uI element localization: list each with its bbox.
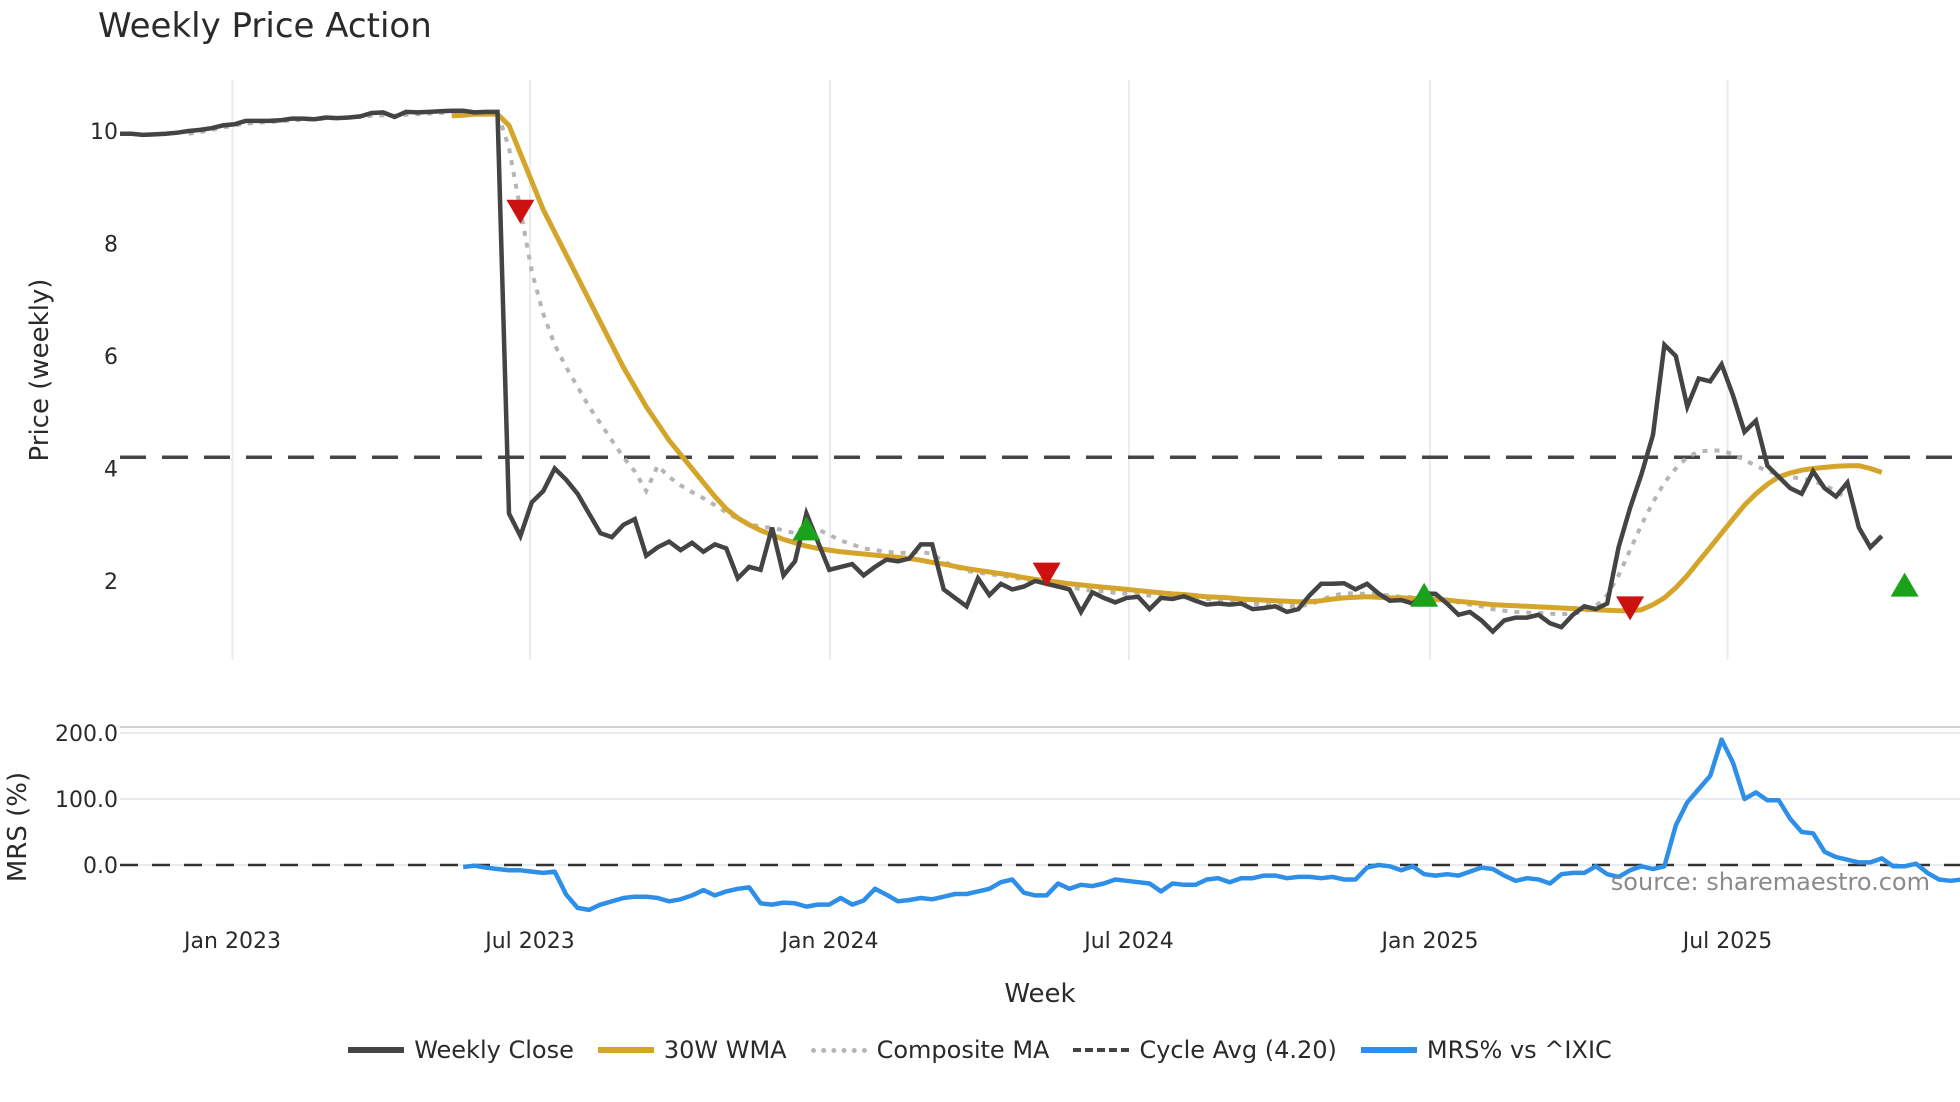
sell-signal-icon [1032,562,1061,587]
x-tick-label: Jul 2024 [1082,929,1174,954]
price-series [120,108,1960,635]
mrs-tick-label: 100.0 [55,788,118,813]
price-tick-label: 4 [104,458,118,483]
legend-item[interactable]: Composite MA [810,1036,1050,1064]
legend-swatch-icon [1360,1047,1417,1053]
mrs-tick-label: 200.0 [55,722,118,747]
composite-ma-line [188,110,1849,617]
sell-signal-icon [506,199,535,224]
price-tick-label: 10 [90,120,118,145]
x-tick-label: Jan 2025 [1380,929,1479,954]
price-tick-label: 2 [104,570,118,595]
legend-label: MRS% vs ^IXIC [1426,1036,1612,1064]
mrs-series [462,737,1960,913]
price-y-axis-label: Price (weekly) [25,279,55,462]
chart-title: Weekly Price Action [98,6,432,46]
buy-signal-icon [792,516,821,541]
x-tick-label: Jul 2025 [1681,929,1773,954]
legend: Weekly Close 30W WMA Composite MA Cycle Avg… [0,1036,1960,1064]
x-tick-label: Jan 2024 [780,929,879,954]
watermark: source: sharemaestro.com [1611,868,1930,896]
legend-swatch-icon [348,1047,405,1053]
x-tick-label: Jul 2023 [483,929,575,954]
chart-canvas: Jan 2023 Jul 2023 Jan 2024 Jul 2024 Jan 2025… [3,80,1960,1009]
legend-label: Weekly Close [414,1036,574,1064]
mrs-line [462,737,1960,913]
legend-item[interactable]: 30W WMA [597,1036,787,1064]
x-tick-label: Jan 2023 [182,929,281,954]
wma-30w-line [451,111,1883,614]
buy-signal-icon [1410,582,1439,607]
signal-markers [506,199,1919,621]
gridlines [120,80,1960,867]
legend-item[interactable]: MRS% vs ^IXIC [1360,1036,1612,1064]
legend-swatch-icon [1073,1048,1130,1052]
price-tick-label: 8 [104,233,118,258]
legend-item[interactable]: Weekly Close [348,1036,574,1064]
legend-label: Composite MA [876,1036,1050,1064]
x-axis-label: Week [1004,979,1075,1009]
buy-signal-icon [1890,572,1919,597]
legend-label: Cycle Avg (4.20) [1139,1036,1337,1064]
mrs-y-axis-label: MRS (%) [3,772,33,882]
legend-label: 30W WMA [663,1036,787,1064]
sell-signal-icon [1616,596,1645,621]
price-tick-label: 6 [104,345,118,370]
legend-swatch-icon [597,1047,654,1053]
legend-swatch-icon [810,1047,867,1053]
axis-ticks: Jan 2023 Jul 2023 Jan 2024 Jul 2024 Jan 2025… [55,120,1772,954]
weekly-close-line [120,108,1884,635]
legend-item[interactable]: Cycle Avg (4.20) [1073,1036,1337,1064]
mrs-tick-label: 0.0 [83,854,118,879]
